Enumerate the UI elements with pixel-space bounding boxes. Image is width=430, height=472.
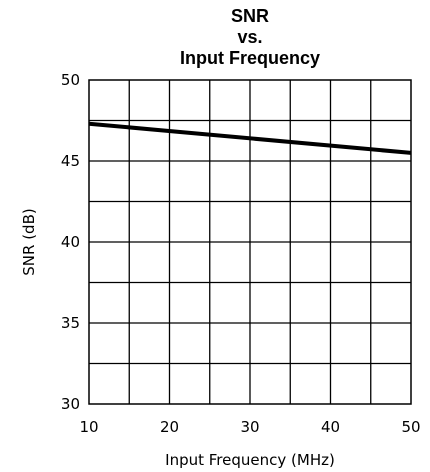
y-tick-label: 35 (61, 314, 80, 332)
y-axis-label: SNR (dB) (20, 208, 38, 275)
y-tick-label: 50 (61, 71, 80, 89)
x-axis-label: Input Frequency (MHz) (165, 451, 335, 469)
chart-title-line-2: vs. (237, 27, 262, 47)
y-tick-label: 45 (61, 152, 80, 170)
plot-grid (89, 80, 411, 404)
plot-frame (88, 79, 412, 405)
x-tick-label: 20 (160, 418, 179, 436)
x-tick-label: 40 (321, 418, 340, 436)
chart-title-line-3: Input Frequency (180, 48, 320, 68)
x-tick-label: 30 (240, 418, 259, 436)
y-tick-label: 30 (61, 395, 80, 413)
chart-title-line-1: SNR (231, 6, 269, 26)
x-tick-label: 50 (401, 418, 420, 436)
series-line-1 (88, 121, 412, 155)
y-tick-label: 40 (61, 233, 80, 251)
series-layer (88, 121, 412, 155)
x-tick-label: 10 (79, 418, 98, 436)
tick-labels: 10 20 30 40 50 30 35 40 45 50 (61, 71, 421, 436)
